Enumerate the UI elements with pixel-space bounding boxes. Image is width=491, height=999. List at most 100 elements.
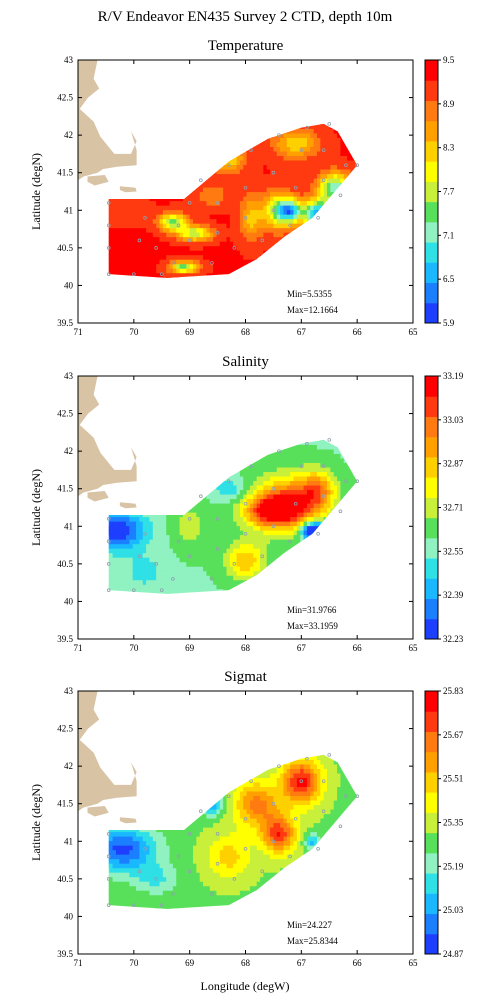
field-cell — [136, 141, 141, 148]
field-cell — [119, 507, 124, 513]
field-cell — [206, 214, 211, 220]
field-cell — [122, 146, 127, 152]
field-cell — [163, 431, 167, 436]
field-cell — [196, 137, 201, 143]
field-cell — [186, 186, 191, 193]
field-cell — [233, 570, 238, 576]
field-cell — [249, 507, 254, 513]
field-cell — [353, 254, 358, 260]
field-cell — [239, 448, 244, 454]
field-cell — [112, 277, 117, 278]
field-cell — [203, 214, 208, 220]
field-cell — [166, 146, 171, 152]
field-cell — [219, 137, 224, 143]
field-cell — [156, 150, 161, 157]
field-cell — [290, 173, 295, 179]
field-cell — [176, 457, 181, 464]
field-cell — [179, 588, 184, 594]
field-cell — [361, 192, 365, 197]
field-cell — [193, 552, 197, 558]
field-cell — [246, 453, 251, 459]
field-cell — [256, 250, 261, 256]
field-cell — [300, 182, 305, 188]
field-cell — [276, 150, 281, 157]
field-cell — [190, 431, 194, 436]
field-cell — [139, 457, 144, 464]
field-cell — [316, 159, 321, 166]
field-cell — [330, 164, 335, 170]
field-cell — [270, 584, 275, 590]
field-cell — [179, 521, 184, 527]
field-cell — [213, 471, 218, 477]
field-cell — [320, 268, 325, 274]
field-cell — [159, 521, 164, 527]
field-cell — [256, 588, 261, 594]
field-cell — [166, 182, 171, 188]
field-cell — [169, 502, 174, 509]
field-cell — [206, 191, 211, 197]
field-cell — [126, 218, 130, 224]
field-cell — [213, 444, 218, 450]
field-cell — [343, 146, 348, 152]
field-cell — [149, 453, 154, 459]
field-cell — [310, 277, 315, 278]
field-cell — [112, 493, 117, 500]
field-cell — [206, 164, 211, 170]
field-cell — [286, 191, 291, 197]
field-cell — [199, 471, 204, 477]
field-cell — [219, 471, 224, 477]
field-cell — [316, 132, 321, 138]
field-cell — [337, 168, 342, 175]
field-cell — [122, 548, 127, 554]
field-cell — [253, 128, 258, 134]
field-cell — [266, 209, 271, 215]
field-cell — [316, 209, 321, 215]
field-cell — [219, 498, 224, 504]
field-cell — [156, 475, 161, 482]
field-cell — [216, 223, 221, 229]
field-cell — [132, 593, 137, 594]
field-cell — [182, 584, 187, 590]
field-cell — [290, 277, 295, 278]
field-cell — [193, 227, 197, 233]
field-cell — [109, 498, 114, 504]
field-cell — [350, 263, 355, 269]
field-cell — [176, 489, 181, 495]
field-cell — [172, 593, 177, 594]
field-cell — [209, 191, 214, 197]
field-cell — [193, 525, 197, 531]
field-cell — [203, 245, 208, 251]
field-cell — [122, 277, 127, 278]
field-cell — [193, 277, 197, 278]
field-cell — [300, 186, 305, 193]
field-cell — [200, 431, 204, 436]
field-cell — [112, 439, 117, 441]
field-cell — [169, 209, 174, 215]
field-cell — [223, 521, 228, 527]
field-cell — [276, 182, 281, 188]
field-cell — [122, 254, 127, 260]
field-cell — [253, 575, 258, 581]
field-cell — [189, 570, 194, 576]
field-cell — [213, 150, 218, 157]
field-cell — [256, 484, 261, 491]
field-cell — [172, 146, 177, 152]
field-cell — [300, 250, 305, 256]
field-cell — [129, 277, 134, 278]
field-cell — [357, 137, 361, 142]
field-cell — [139, 552, 144, 558]
field-cell — [126, 584, 130, 590]
field-cell — [233, 277, 238, 278]
field-cell — [169, 588, 174, 594]
colorbar-segment — [425, 302, 438, 324]
field-cell — [253, 182, 258, 188]
field-cell — [246, 236, 251, 242]
field-cell — [139, 439, 144, 445]
field-cell — [357, 273, 361, 278]
field-cell — [337, 128, 342, 134]
field-cell — [270, 227, 275, 233]
field-cell — [243, 123, 248, 129]
field-cell — [219, 232, 224, 238]
field-cell — [129, 584, 134, 590]
field-cell — [203, 150, 208, 157]
